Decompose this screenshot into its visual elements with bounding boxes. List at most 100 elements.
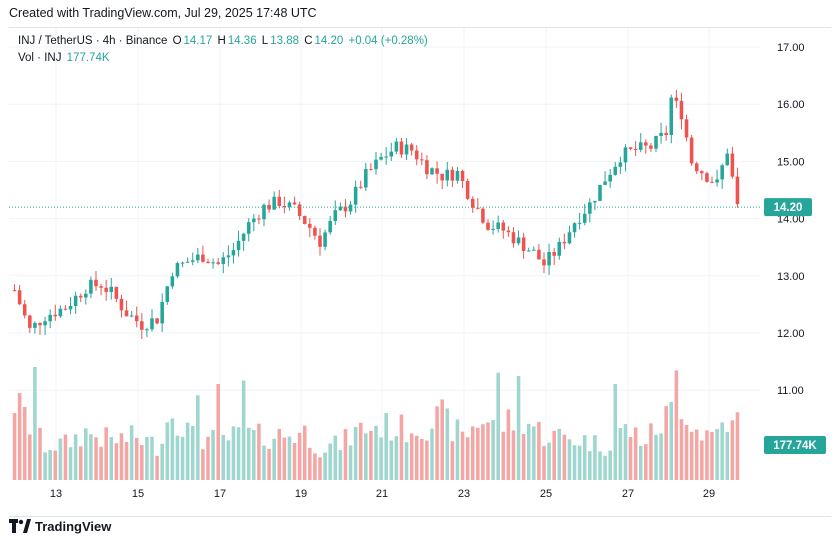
volume-bar [588, 451, 592, 480]
candle-body [99, 286, 103, 288]
open-value: 14.17 [183, 35, 213, 47]
volume-bar [481, 424, 485, 480]
volume-bar [328, 443, 332, 480]
candle-body [252, 218, 256, 223]
volume-bar [430, 428, 434, 480]
volume-bar [511, 430, 516, 480]
volume-bar [33, 367, 37, 480]
candle-body [190, 260, 195, 262]
candle-body [618, 162, 623, 167]
volume-bar [577, 445, 582, 480]
volume-bar [84, 428, 88, 480]
volume-bar [582, 435, 587, 480]
volume-bar [180, 436, 185, 480]
candle-body [145, 329, 149, 331]
candle-body [211, 262, 215, 264]
candle-body [216, 262, 220, 264]
candle-body [292, 202, 297, 205]
candle-body [460, 170, 465, 182]
volume-label: Vol · INJ [18, 52, 62, 64]
volume-bar [450, 441, 455, 480]
volume-bar [705, 430, 709, 480]
volume-bar [455, 419, 460, 480]
volume-bar [425, 440, 429, 480]
volume-bar [521, 434, 526, 480]
candle-body [628, 147, 633, 149]
candle-body [33, 322, 37, 328]
volume-bar [145, 437, 149, 480]
volume-bar [257, 423, 261, 480]
brand-footer[interactable]: TradingView [9, 517, 111, 535]
candle-body [486, 222, 490, 230]
volume-bar [491, 420, 495, 480]
candle-body [735, 176, 740, 205]
candle-body [109, 286, 114, 292]
candle-body [598, 184, 602, 201]
candle-body [78, 295, 83, 298]
volume-bar [542, 446, 546, 480]
candle-body [282, 205, 287, 208]
volume-bar [140, 445, 144, 480]
candle-body [644, 142, 648, 146]
y-tick-label: 17.00 [777, 42, 805, 54]
volume-bar [302, 425, 307, 480]
candle-body [333, 210, 338, 221]
candle-body [455, 170, 460, 181]
candle-body [562, 241, 567, 244]
volume-bar [593, 435, 597, 480]
candle-body [262, 204, 266, 220]
candle-body [476, 207, 480, 209]
candle-body [364, 169, 368, 188]
candle-body [374, 159, 378, 170]
candle-body [94, 279, 98, 287]
candle-body [501, 222, 506, 231]
y-tick-label: 12.00 [777, 328, 805, 340]
volume-bar [598, 451, 602, 480]
volume-bar [48, 450, 52, 480]
candle-body [104, 287, 108, 292]
low-label: L [261, 35, 269, 47]
candle-body [725, 153, 730, 166]
volume-bar [633, 427, 638, 480]
volume-bar [63, 434, 68, 480]
candle-body [73, 295, 78, 306]
candle-body [654, 135, 658, 149]
candle-body [17, 290, 22, 305]
volume-bar [404, 442, 409, 480]
chart-header: Created with TradingView.com, Jul 29, 20… [9, 6, 317, 20]
x-tick-label: 25 [540, 488, 552, 500]
candle-body [435, 168, 439, 174]
volume-bars [12, 367, 740, 480]
candle-body [547, 251, 551, 266]
close-value: 14.20 [314, 35, 344, 47]
candle-body [328, 220, 332, 233]
candle-body [638, 142, 643, 150]
volume-bar [211, 429, 215, 480]
candle-body [715, 179, 719, 183]
candle-body [409, 144, 414, 151]
volume-bar [22, 406, 27, 480]
candle-body [526, 250, 531, 252]
volume-bar [358, 422, 363, 480]
volume-bar [308, 447, 312, 480]
candle-body [185, 261, 190, 263]
candle-body [236, 240, 241, 251]
candle-body [445, 169, 450, 181]
volume-bar [379, 437, 383, 480]
volume-bar [526, 423, 531, 480]
x-tick-label: 17 [214, 488, 226, 500]
volume-bar [109, 437, 114, 480]
candle-body [399, 141, 404, 155]
volume-bar [674, 370, 679, 480]
candle-body [114, 286, 119, 299]
volume-bar [654, 434, 658, 480]
y-tick-label: 11.00 [777, 385, 804, 397]
candle-body [175, 263, 180, 277]
candle-body [196, 254, 200, 261]
volume-bar [231, 426, 236, 480]
volume-bar [501, 431, 506, 480]
volume-bar [669, 402, 674, 480]
volume-bar [374, 425, 378, 480]
candle-body [572, 223, 577, 233]
